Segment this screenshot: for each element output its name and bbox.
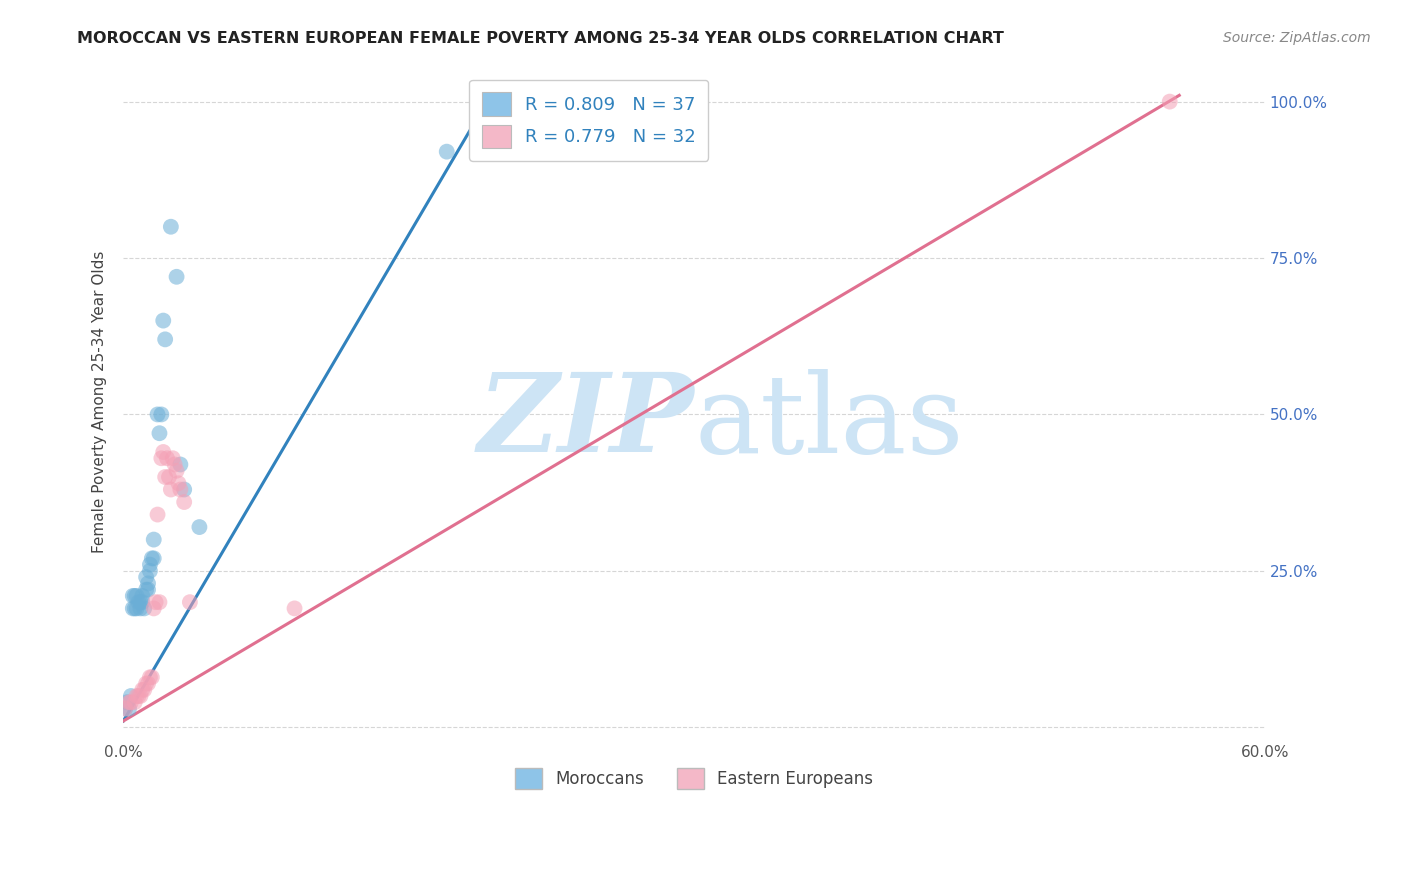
Point (173, 483, 195, 497)
Point (283, 601, 305, 615)
Point (124, 589, 146, 603)
Point (142, 533, 165, 547)
Point (139, 564, 162, 578)
Point (166, 269, 188, 284)
Point (153, 470, 176, 484)
Point (136, 582, 159, 597)
Point (136, 676, 159, 690)
Y-axis label: Female Poverty Among 25-34 Year Olds: Female Poverty Among 25-34 Year Olds (93, 251, 107, 553)
Point (167, 476, 190, 491)
Point (139, 670, 162, 684)
Point (160, 219, 183, 234)
Point (131, 589, 153, 603)
Point (162, 451, 184, 466)
Point (120, 695, 142, 709)
Point (129, 601, 152, 615)
Point (135, 570, 157, 584)
Text: MOROCCAN VS EASTERN EUROPEAN FEMALE POVERTY AMONG 25-34 YEAR OLDS CORRELATION CH: MOROCCAN VS EASTERN EUROPEAN FEMALE POVE… (77, 31, 1004, 46)
Point (121, 589, 143, 603)
Point (120, 689, 142, 703)
Point (166, 464, 188, 478)
Point (114, 701, 136, 715)
Point (163, 458, 186, 472)
Point (152, 313, 174, 327)
Point (156, 451, 179, 466)
Point (129, 689, 152, 703)
Point (125, 589, 148, 603)
Point (160, 483, 183, 497)
Point (1159, 95, 1181, 109)
Point (148, 426, 170, 441)
Point (173, 495, 195, 509)
Point (150, 408, 173, 422)
Point (124, 601, 146, 615)
Point (145, 595, 167, 609)
Point (114, 701, 136, 715)
Legend: Moroccans, Eastern Europeans: Moroccans, Eastern Europeans (509, 761, 880, 796)
Point (142, 551, 165, 566)
Point (125, 601, 148, 615)
Text: ZIP: ZIP (478, 368, 695, 476)
Point (131, 595, 153, 609)
Point (146, 508, 169, 522)
Point (169, 458, 191, 472)
Text: Source: ZipAtlas.com: Source: ZipAtlas.com (1223, 31, 1371, 45)
Point (188, 520, 211, 534)
Point (125, 689, 148, 703)
Point (134, 601, 156, 615)
Point (115, 695, 138, 709)
Point (118, 701, 141, 715)
Point (474, 95, 496, 109)
Point (157, 470, 180, 484)
Text: atlas: atlas (695, 368, 963, 475)
Point (118, 695, 141, 709)
Point (141, 670, 163, 684)
Point (146, 408, 169, 422)
Point (141, 551, 163, 566)
Point (148, 595, 170, 609)
Point (142, 601, 165, 615)
Point (121, 601, 143, 615)
Point (169, 483, 191, 497)
Point (124, 695, 146, 709)
Point (136, 576, 159, 591)
Point (153, 332, 176, 346)
Point (128, 689, 150, 703)
Point (135, 582, 157, 597)
Point (150, 451, 173, 466)
Point (128, 595, 150, 609)
Point (131, 682, 153, 697)
Point (179, 595, 201, 609)
Point (135, 676, 157, 690)
Point (436, 145, 458, 159)
Point (129, 595, 152, 609)
Point (152, 445, 174, 459)
Point (134, 682, 156, 697)
Point (139, 558, 162, 572)
